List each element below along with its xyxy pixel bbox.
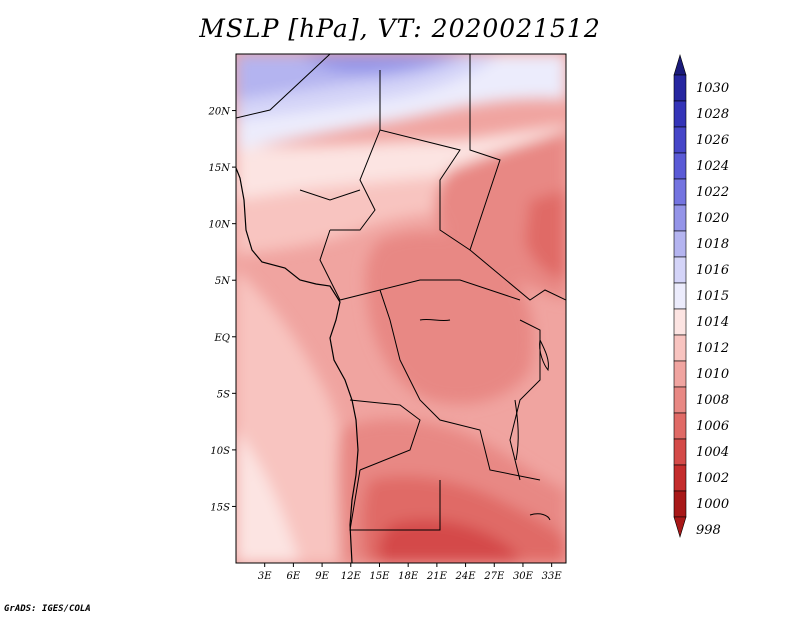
lake-tanganyika	[514, 399, 519, 461]
pressure-east-1004	[525, 190, 566, 280]
pressure-south-atlantic-1014	[236, 430, 300, 563]
lon-tick-label: 24E	[455, 571, 477, 582]
lake-kariba	[529, 513, 551, 521]
lon-tick-label: 15E	[369, 571, 390, 582]
lat-tick-label: 20N	[208, 107, 232, 118]
lake-upemba	[419, 318, 451, 322]
lat-tick-label: 15N	[209, 163, 232, 174]
colorbar-box	[673, 490, 687, 518]
colorbar-box	[673, 152, 687, 180]
colorbar-label: 1018	[696, 237, 729, 252]
lon-tick-label: 12E	[341, 571, 362, 582]
colorbar-label: 1000	[696, 497, 729, 512]
pressure-field	[236, 54, 566, 563]
colorbar-label: 1028	[696, 107, 729, 122]
colorbar-box	[673, 438, 687, 466]
colorbar: 1030 1028 1026 1024 1022 1020 1018 1016 1015 1014…	[673, 53, 729, 539]
lon-tick-label: 6E	[287, 571, 301, 582]
colorbar-label: 1016	[696, 263, 729, 278]
lon-tick-label: 3E	[258, 571, 272, 582]
colorbar-box	[673, 178, 687, 206]
lat-tick-label: EQ	[214, 333, 231, 344]
lon-tick-label: 27E	[483, 571, 505, 582]
colorbar-label: 1020	[696, 211, 729, 226]
colorbar-box	[673, 386, 687, 414]
pressure-south-1002	[379, 519, 520, 563]
atlantic-coastline	[236, 167, 359, 563]
lat-tick-label: 5S	[217, 389, 230, 400]
lon-tick-label: 9E	[315, 571, 329, 582]
lon-tick-label: 18E	[398, 571, 419, 582]
colorbar-label: 1014	[696, 315, 729, 330]
colorbar-box	[673, 74, 687, 102]
colorbar-box	[673, 282, 687, 310]
grads-credit: GrADS: IGES/COLA	[4, 604, 91, 614]
chad-border	[379, 129, 471, 251]
colorbar-box	[673, 204, 687, 232]
colorbar-label: 1006	[696, 419, 729, 434]
namibia-border	[349, 469, 441, 531]
colorbar-label: 998	[696, 523, 721, 538]
lat-tick-label: 10N	[209, 220, 232, 231]
drc-border	[379, 289, 541, 481]
colorbar-box	[673, 308, 687, 336]
colorbar-label: 1010	[696, 367, 729, 382]
colorbar-box	[673, 126, 687, 154]
coastlines-borders	[236, 54, 566, 563]
sahara-border-west	[236, 54, 331, 119]
colorbar-label: 1004	[696, 445, 729, 460]
colorbar-label: 1015	[696, 289, 729, 304]
colorbar-box	[673, 334, 687, 362]
lat-tick-label: 5N	[215, 276, 231, 287]
colorbar-box	[673, 464, 687, 492]
colorbar-label: 1002	[696, 471, 729, 486]
lon-tick-label: 30E	[513, 571, 534, 582]
lat-tick-label: 15S	[210, 502, 230, 513]
longitude-axis: 3E 6E 9E 12E 15E 18E 21E 24E 27E 30E 33E	[258, 563, 563, 582]
latitude-axis: 20N 15N 10N 5N EQ 5S 10S 15S	[208, 107, 236, 513]
colorbar-label: 1024	[696, 159, 729, 174]
lon-tick-label: 21E	[426, 571, 448, 582]
colorbar-box	[673, 412, 687, 440]
nigeria-north-border	[299, 189, 361, 201]
pressure-sahara-1014	[236, 125, 566, 200]
map-frame	[235, 53, 567, 564]
niger-border	[330, 70, 381, 231]
lon-tick-label: 33E	[542, 571, 563, 582]
colorbar-label: 1022	[696, 185, 729, 200]
colorbar-box	[673, 230, 687, 258]
colorbar-bottom-arrow	[673, 516, 687, 539]
pressure-congo-1006	[365, 231, 534, 404]
colorbar-top-arrow	[673, 53, 687, 76]
east-africa-border	[509, 319, 541, 481]
colorbar-label: 1008	[696, 393, 729, 408]
map-title: MSLP [hPa], VT: 2020021512	[199, 14, 601, 43]
lake-victoria	[539, 338, 549, 372]
colorbar-label: 1026	[696, 133, 729, 148]
pressure-north-1020	[300, 54, 460, 73]
colorbar-box	[673, 256, 687, 284]
colorbar-box	[673, 360, 687, 388]
colorbar-label: 1030	[696, 81, 729, 96]
colorbar-label: 1012	[696, 341, 729, 356]
angola-border	[349, 399, 421, 471]
lat-tick-label: 10S	[210, 446, 230, 457]
colorbar-box	[673, 100, 687, 128]
